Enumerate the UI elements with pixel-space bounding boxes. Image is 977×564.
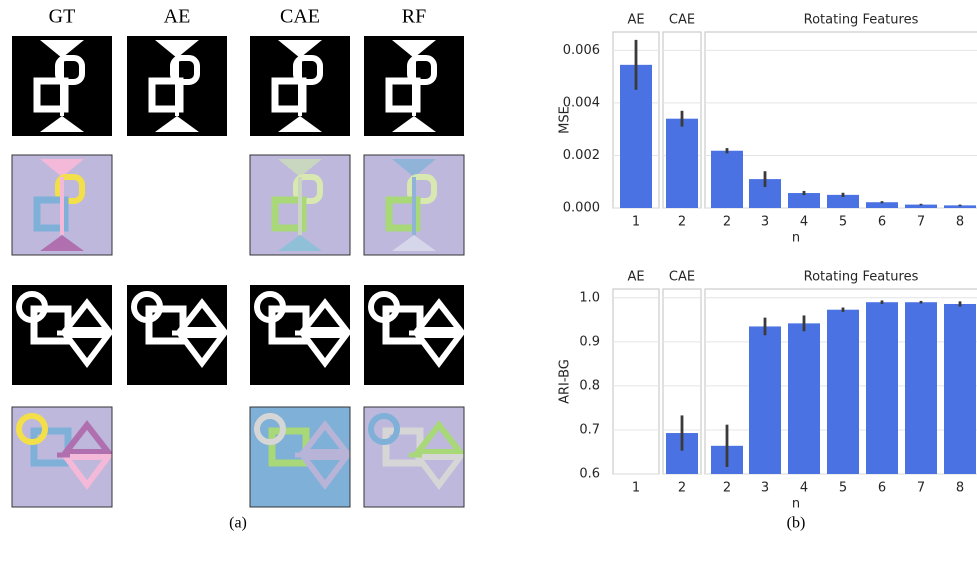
y-tick-label: 0.7 [579,422,600,437]
group-label: AE [627,270,644,285]
caption: (b) [787,515,806,532]
group-label: CAE [669,13,695,28]
y-axis-label: MSE [558,106,573,134]
y-tick-label: 0.002 [563,148,600,163]
bar [827,194,859,208]
x-tick-label: 7 [917,481,925,496]
x-axis-label: n [792,231,800,246]
x-tick-label: 2 [723,481,731,496]
bar [905,204,937,208]
x-tick-label: 5 [839,481,847,496]
group-frame [612,288,660,475]
bar [749,326,781,474]
x-tick-label: 8 [956,481,964,496]
x-tick-label: 1 [632,215,640,230]
column-label: RF [402,6,426,28]
bar [666,118,698,208]
bar [788,193,820,208]
group-label: AE [627,13,644,28]
x-tick-label: 3 [761,481,769,496]
y-tick-label: 0.004 [563,95,600,110]
x-tick-label: 4 [800,481,808,496]
x-tick-label: 2 [678,481,686,496]
y-tick-label: 1.0 [579,290,600,305]
y-tick-label: 0.8 [579,378,600,393]
group-label: Rotating Features [804,13,919,28]
x-tick-label: 4 [800,215,808,230]
bar [905,302,937,474]
x-tick-label: 2 [723,215,731,230]
bar [944,205,976,208]
y-tick-label: 0.000 [563,201,600,216]
x-axis-label: n [792,497,800,512]
column-label: AE [164,6,191,28]
x-tick-label: 2 [678,215,686,230]
x-tick-label: 8 [956,215,964,230]
x-tick-label: 5 [839,215,847,230]
x-tick-label: 3 [761,215,769,230]
bar [866,202,898,208]
x-tick-label: 1 [632,481,640,496]
group-label: CAE [669,270,695,285]
bar [827,309,859,474]
column-label: CAE [280,6,320,28]
caption: (a) [229,515,247,532]
group-label: Rotating Features [804,270,919,285]
bar [788,323,820,474]
image-grid [11,36,465,508]
x-tick-label: 7 [917,215,925,230]
bar [711,150,743,208]
bar [866,302,898,474]
x-tick-label: 6 [878,481,886,496]
y-tick-label: 0.6 [579,467,600,482]
group-frame [704,31,977,209]
y-axis-label: ARI-BG [558,359,573,404]
x-tick-label: 6 [878,215,886,230]
y-tick-label: 0.006 [563,43,600,58]
bar [944,303,976,474]
y-tick-label: 0.9 [579,334,600,349]
column-label: GT [49,6,76,28]
